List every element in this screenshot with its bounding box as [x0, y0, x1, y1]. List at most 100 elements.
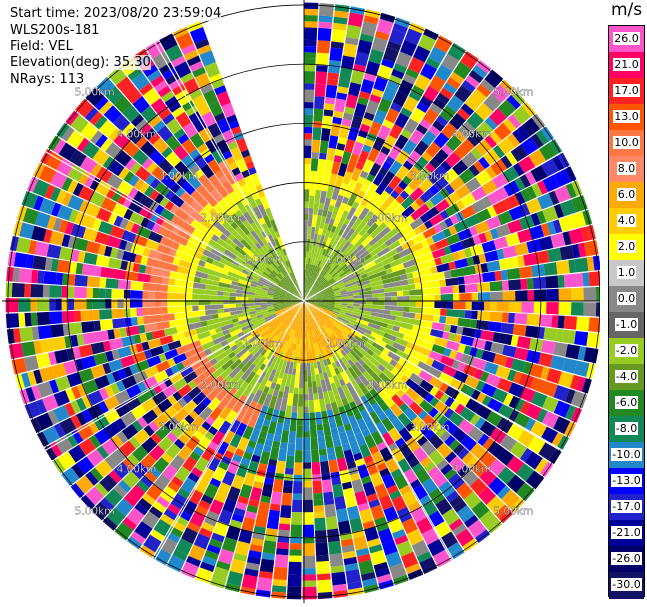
data-gate [240, 586, 256, 596]
data-gate [221, 470, 236, 487]
data-gate [323, 109, 334, 117]
data-gate [262, 419, 271, 427]
data-gate [359, 508, 374, 524]
data-gate [308, 207, 314, 215]
data-gate [392, 268, 407, 277]
data-gate [286, 294, 293, 297]
data-gate [208, 174, 222, 189]
data-gate [327, 287, 340, 294]
data-gate [272, 317, 279, 323]
data-gate [548, 190, 560, 206]
data-gate [305, 325, 307, 333]
data-gate [304, 108, 314, 115]
data-gate [316, 303, 329, 307]
data-gate [520, 137, 539, 156]
data-gate [205, 138, 219, 154]
data-gate [472, 64, 488, 79]
data-gate [538, 442, 557, 461]
data-gate [484, 135, 498, 149]
data-gate [322, 316, 329, 322]
data-gate [345, 245, 357, 257]
data-gate [102, 362, 112, 375]
data-gate [247, 460, 259, 475]
data-gate [280, 372, 288, 386]
data-gate [386, 226, 400, 239]
data-gate [205, 416, 215, 426]
data-gate [186, 55, 201, 67]
data-gate [316, 297, 329, 300]
data-gate [143, 425, 155, 437]
data-gate [226, 334, 239, 344]
data-gate [366, 270, 374, 277]
data-gate [125, 220, 135, 232]
data-gate [445, 191, 461, 206]
data-gate [34, 211, 51, 229]
data-gate [476, 392, 487, 404]
data-gate [181, 138, 197, 155]
data-gate [304, 133, 313, 140]
data-gate [319, 398, 327, 412]
data-gate [342, 265, 350, 272]
data-gate [453, 500, 467, 513]
data-gate [382, 318, 396, 326]
data-gate [328, 295, 342, 299]
data-gate [61, 467, 80, 487]
data-gate [370, 261, 384, 271]
data-gate [580, 226, 590, 242]
data-gate [74, 310, 82, 322]
data-gate [324, 378, 333, 392]
data-gate [469, 413, 481, 426]
data-gate [352, 426, 362, 435]
data-gate [61, 310, 75, 324]
data-gate [444, 385, 460, 400]
data-gate [387, 240, 401, 252]
data-gate [198, 259, 206, 267]
data-gate [297, 394, 304, 407]
data-gate [85, 471, 99, 486]
data-gate [516, 336, 532, 350]
data-gate [362, 577, 378, 588]
data-gate [320, 127, 331, 142]
data-gate [171, 241, 180, 251]
data-gate [492, 144, 505, 159]
data-gate [266, 294, 274, 298]
data-gate [99, 309, 113, 320]
data-gate [288, 273, 293, 280]
data-gate [510, 335, 519, 347]
data-gate [300, 350, 304, 364]
data-gate [327, 291, 335, 295]
data-gate [434, 337, 448, 348]
data-gate [539, 142, 557, 161]
data-gate [288, 380, 295, 394]
data-gate [233, 131, 244, 141]
data-gate [113, 328, 122, 339]
data-gate [326, 245, 335, 258]
data-gate [329, 264, 340, 275]
data-gate [374, 151, 388, 167]
data-gate [357, 96, 369, 106]
data-gate [224, 237, 237, 249]
data-gate [314, 96, 325, 110]
data-gate [204, 289, 218, 296]
data-gate [304, 232, 308, 246]
range-ring-label: 5.00km [494, 505, 534, 517]
data-gate [340, 274, 348, 280]
data-gate [236, 312, 250, 318]
data-gate [325, 230, 331, 238]
data-gate [362, 481, 376, 497]
data-gate [279, 302, 292, 305]
range-ring-label: 1.00km [326, 254, 366, 266]
data-gate [370, 550, 387, 566]
data-gate [156, 496, 170, 509]
data-gate [508, 409, 520, 423]
data-gate [366, 325, 374, 332]
data-gate [177, 133, 190, 145]
data-gate [157, 226, 167, 236]
data-gate [345, 283, 359, 290]
data-gate [294, 330, 298, 338]
data-gate [152, 405, 163, 417]
data-gate [143, 534, 162, 553]
data-gate [211, 149, 225, 164]
data-gate [143, 128, 157, 141]
data-gate [177, 487, 190, 499]
